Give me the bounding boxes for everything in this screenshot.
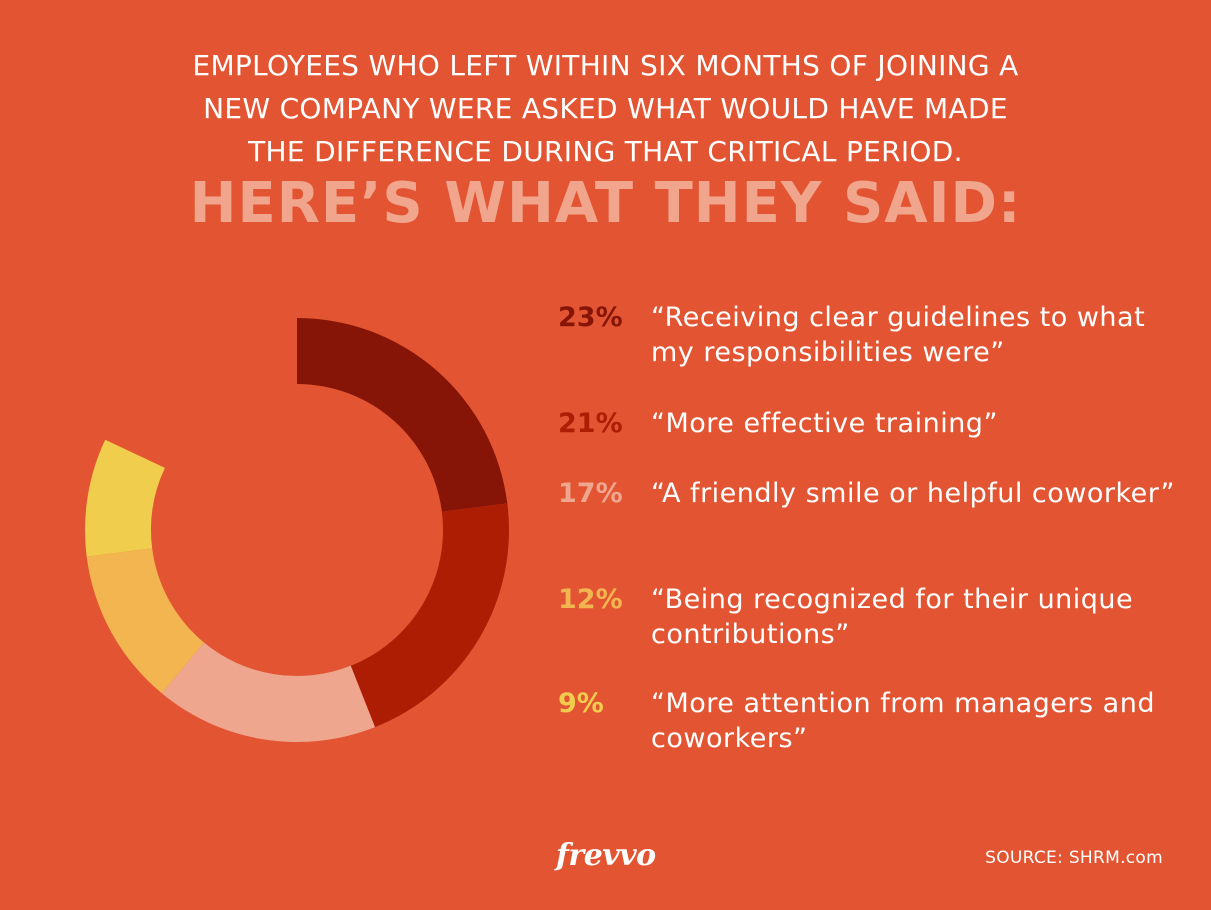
donut-segment-2 xyxy=(350,503,509,728)
donut-segment-3 xyxy=(161,642,376,742)
source-credit: SOURCE: SHRM.com xyxy=(985,848,1163,868)
legend-percent: 21% xyxy=(558,408,623,439)
headline: HERE’S WHAT THEY SAID: xyxy=(189,171,1022,236)
donut-segment-1 xyxy=(297,318,508,512)
legend-percent: 9% xyxy=(558,688,604,719)
frevvo-logo: frevvo xyxy=(556,838,656,873)
intro-line: THE DIFFERENCE DURING THAT CRITICAL PERI… xyxy=(248,135,963,168)
donut-segment-4 xyxy=(86,548,204,694)
intro-line: NEW COMPANY WERE ASKED WHAT WOULD HAVE M… xyxy=(203,92,1008,125)
legend-quote: “Being recognized for their unique contr… xyxy=(651,584,1134,650)
donut-segment-5 xyxy=(85,439,165,557)
intro-line: EMPLOYEES WHO LEFT WITHIN SIX MONTHS OF … xyxy=(192,49,1019,82)
intro-text: EMPLOYEES WHO LEFT WITHIN SIX MONTHS OF … xyxy=(0,44,1211,173)
legend-quote: “A friendly smile or helpful coworker” xyxy=(651,478,1175,509)
legend-percent: 23% xyxy=(558,302,623,333)
donut-chart xyxy=(85,318,509,742)
legend-percent: 17% xyxy=(558,478,623,509)
legend-quote: “More attention from managers and cowork… xyxy=(651,688,1155,754)
legend-quote: “Receiving clear guidelines to what my r… xyxy=(651,302,1146,368)
legend-quote: “More effective training” xyxy=(651,408,998,439)
legend-percent: 12% xyxy=(558,584,623,615)
